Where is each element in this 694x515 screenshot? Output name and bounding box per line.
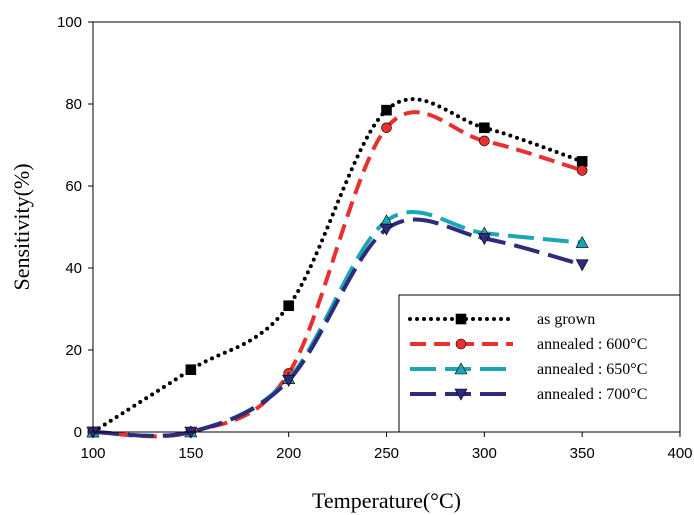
x-tick-label: 350	[570, 445, 595, 462]
data-point-marker	[479, 122, 490, 134]
data-point-marker	[381, 104, 392, 116]
y-tick-label: 60	[65, 178, 82, 195]
plot-area-frame	[92, 21, 681, 433]
series-1	[87, 97, 588, 438]
data-point-marker	[282, 375, 296, 387]
legend-swatch-marker	[455, 313, 467, 325]
x-tick-label: 400	[667, 445, 692, 462]
series-line	[92, 217, 583, 438]
y-tick-label: 0	[74, 424, 82, 441]
axis-ticks: 100 150 200 250 300 350 400 0 20 40 60 80 100	[57, 14, 693, 462]
legend-label: as grown	[537, 311, 595, 328]
data-point-marker	[576, 165, 588, 176]
data-point-marker	[575, 259, 589, 272]
y-tick-label: 40	[65, 260, 82, 277]
x-tick-label: 100	[80, 445, 105, 462]
legend-swatch-marker	[454, 388, 468, 401]
data-point-marker	[185, 364, 197, 375]
legend-entry: annealed : 650°C	[410, 361, 647, 378]
legend-swatch-marker	[454, 362, 468, 375]
legend-swatch-marker	[455, 338, 467, 350]
data-point-marker	[379, 223, 394, 236]
data-point-marker	[575, 235, 589, 248]
legend-label: annealed : 600°C	[537, 336, 647, 353]
data-point-marker	[576, 156, 588, 167]
x-axis-title: Temperature(°C)	[312, 488, 461, 513]
x-tick-label: 250	[374, 445, 399, 462]
x-tick-label: 150	[178, 445, 203, 462]
legend-label: annealed : 700°C	[537, 386, 647, 403]
data-point-marker	[381, 122, 392, 134]
legend-label: annealed : 650°C	[537, 361, 647, 378]
legend-entry: as grown	[408, 311, 595, 328]
legend-entry: annealed : 700°C	[410, 386, 647, 403]
series-layer	[86, 97, 589, 439]
y-tick-label: 100	[57, 14, 82, 31]
x-tick-label: 200	[276, 445, 301, 462]
y-axis-title: Sensitivity(%)	[9, 163, 34, 290]
data-point-marker	[479, 135, 490, 147]
legend: as grown annealed : 600°C annealed : 650°C…	[398, 294, 681, 433]
data-point-marker	[283, 300, 294, 312]
legend-entry: annealed : 600°C	[410, 336, 647, 353]
x-tick-label: 300	[472, 445, 497, 462]
y-tick-label: 80	[65, 96, 82, 113]
data-point-marker	[477, 233, 491, 246]
y-tick-label: 20	[65, 342, 82, 359]
